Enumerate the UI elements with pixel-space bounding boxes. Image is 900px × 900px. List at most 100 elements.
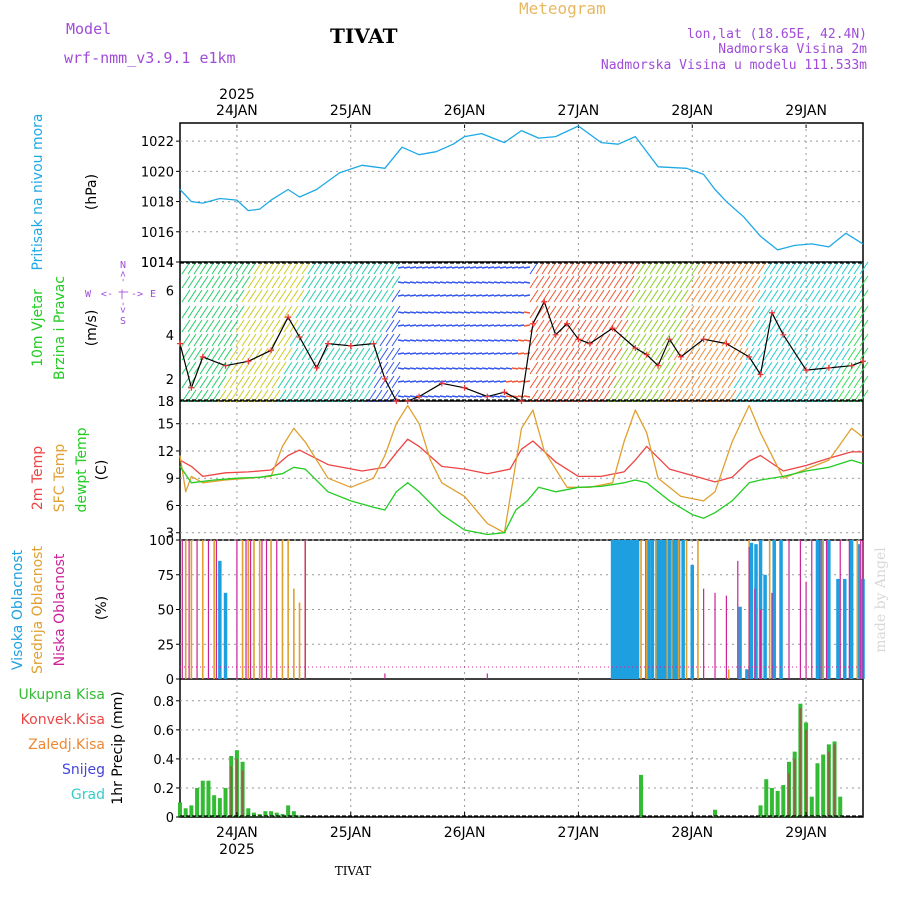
wind-barb: [577, 289, 587, 303]
wind-barb: [277, 375, 287, 389]
wind-barb: [217, 347, 227, 361]
wind-barb: [259, 261, 269, 275]
date-label-bottom: 24JAN: [216, 825, 258, 841]
wind-barb: [445, 281, 453, 284]
wind-gust-marker: [501, 389, 508, 396]
wind-barb: [679, 375, 689, 389]
wind-barb: [757, 305, 767, 319]
wind-gust-marker: [655, 362, 662, 369]
wind-barb: [691, 261, 701, 275]
wind-barb: [823, 305, 833, 319]
wind-barb: [643, 261, 653, 275]
wind-barb: [769, 275, 779, 289]
wind-barb: [223, 347, 233, 361]
wind-barb: [451, 339, 459, 342]
wind-barb: [493, 367, 501, 370]
wind-barb: [853, 347, 863, 361]
date-label-bottom: 26JAN: [444, 825, 486, 841]
wind-barb: [799, 289, 809, 303]
ytick-temperature: 15: [157, 418, 174, 433]
wind-barb: [223, 361, 233, 375]
wind-barb: [595, 261, 605, 275]
dewpoint-line: [179, 459, 864, 536]
wind-barb: [673, 347, 683, 361]
wind-barb: [811, 289, 821, 303]
wind-gust-marker: [700, 336, 707, 343]
wind-barb: [415, 311, 423, 314]
wind-barb: [457, 352, 465, 355]
wind-barb: [703, 261, 713, 275]
wind-barb: [835, 319, 845, 333]
wind-barb: [715, 305, 725, 319]
wind-barb: [853, 319, 863, 333]
wind-barb: [445, 294, 453, 297]
wind-barb: [541, 361, 551, 375]
cloud-bar-high: [615, 540, 619, 679]
wind-barb: [715, 289, 725, 303]
wind-barb: [805, 333, 815, 347]
wind-barb: [613, 347, 623, 361]
cloud-bar-mid: [190, 540, 193, 679]
wind-barb: [661, 333, 671, 347]
wind-barb: [445, 395, 453, 398]
wind-barb: [505, 339, 513, 342]
wind-barb: [583, 289, 593, 303]
wind-barb: [457, 294, 465, 297]
wind-barb: [817, 333, 827, 347]
compass-vertical: <- | ->: [118, 271, 129, 313]
wind-barb: [187, 289, 197, 303]
wind-barb: [823, 289, 833, 303]
wind-barb: [631, 275, 641, 289]
wind-barb: [385, 347, 395, 361]
wind-barb: [283, 289, 293, 303]
wind-barb: [409, 380, 417, 383]
wind-barb: [253, 375, 263, 389]
wind-barb: [619, 289, 629, 303]
wind-barb: [511, 352, 519, 355]
wind-barb: [253, 319, 263, 333]
wind-barb: [409, 294, 417, 297]
wind-barb: [787, 305, 797, 319]
wind-barb: [499, 367, 507, 370]
wind-barb: [343, 375, 353, 389]
wind-barb: [421, 352, 429, 355]
wind-barb: [775, 261, 785, 275]
model-name: wrf-nmm_v3.9.1 e1km: [64, 49, 236, 67]
temp-label-2m: 2m Temp: [30, 446, 46, 510]
wind-barb: [355, 305, 365, 319]
wind-barb: [547, 333, 557, 347]
wind-barb: [829, 333, 839, 347]
wind-barb: [823, 347, 833, 361]
wind-barb: [307, 333, 317, 347]
wind-barb: [697, 319, 707, 333]
wind-barb: [565, 305, 575, 319]
wind-barb: [451, 266, 459, 269]
cloud-bar-mid: [685, 540, 688, 679]
cloud-bar-high: [624, 540, 628, 679]
wind-barb: [625, 361, 635, 375]
wind-barb: [307, 375, 317, 389]
precip-bars: [178, 703, 863, 817]
wind-barb: [673, 361, 683, 375]
wind-barb: [841, 305, 851, 319]
wind-barb: [421, 380, 429, 383]
wind-barb: [391, 275, 401, 289]
wind-barb: [367, 305, 377, 319]
wind-barb: [853, 305, 863, 319]
wind-barb: [697, 305, 707, 319]
cloud-bar-low: [825, 540, 828, 679]
wind-barb: [559, 347, 569, 361]
wind-barb: [763, 305, 773, 319]
wind-barb: [631, 361, 641, 375]
cloud-bar-high: [849, 540, 854, 679]
wind-barb: [475, 266, 483, 269]
wind-barb: [541, 347, 551, 361]
wind-gust-marker: [666, 336, 673, 343]
wind-barb: [223, 275, 233, 289]
wind-barb: [799, 275, 809, 289]
wind-barb: [517, 324, 525, 327]
ytick-pressure: 1014: [141, 256, 174, 271]
wind-barb: [685, 305, 695, 319]
cloud-bar-high: [656, 540, 660, 679]
